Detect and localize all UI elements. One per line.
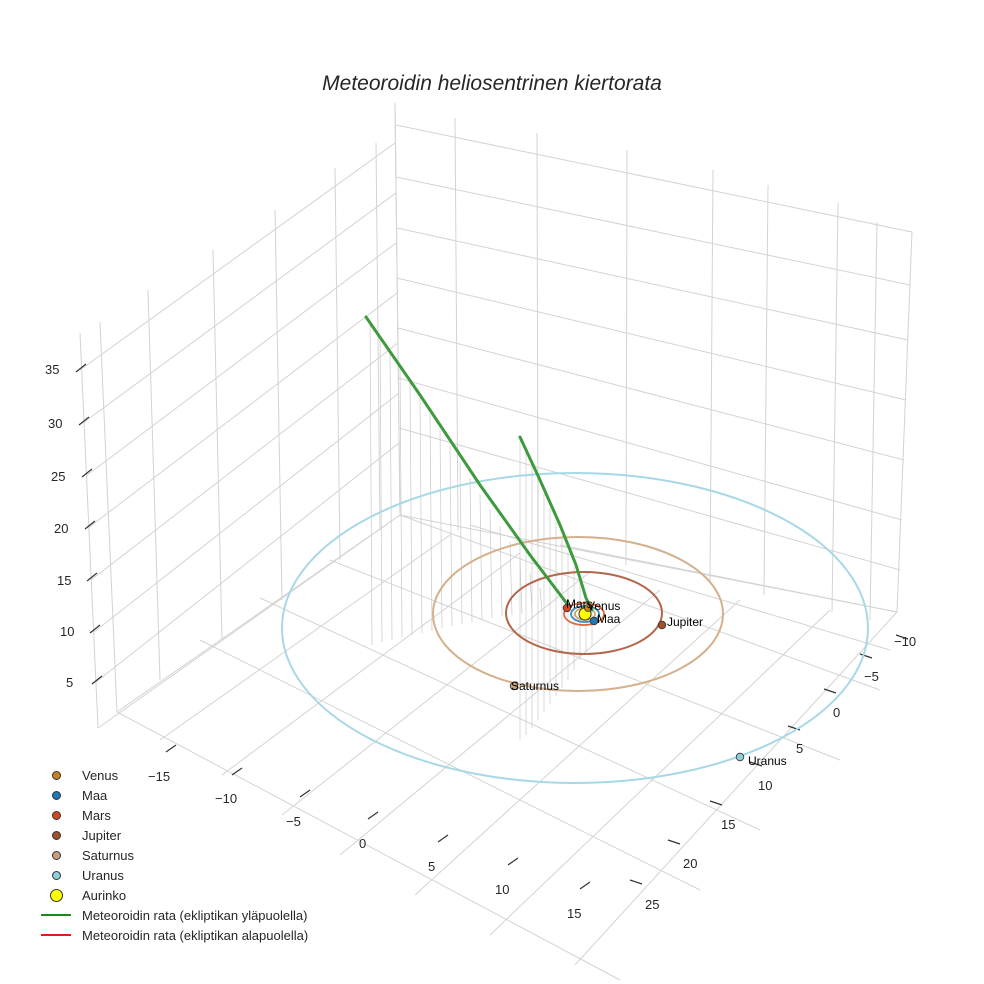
z-tick: 15 [57,573,71,588]
y-tick: 15 [721,817,735,832]
chart-title: Meteoroidin heliosentrinen kiertorata [322,72,662,95]
z-axis-labels: 35 30 25 20 15 10 5 [45,362,74,690]
uranus-orbit [281,472,869,784]
legend-item-maa[interactable]: Maa [36,785,308,805]
orbits [281,472,869,784]
maa-marker [589,616,599,626]
green-line-icon [41,914,71,916]
venus-dot-icon [51,770,61,780]
y-axis-labels: −10 −5 0 5 10 15 20 25 [645,634,916,912]
y-tick: 20 [683,856,697,871]
legend-item-track-below[interactable]: Meteoroidin rata (ekliptikan alapuolella… [36,925,308,945]
saturnus-orbit [432,536,724,692]
z-tick: 20 [54,521,68,536]
x-tick: −5 [286,814,301,829]
saturnus-dot-icon [51,850,61,860]
maa-dot-icon [51,790,61,800]
legend-item-aurinko[interactable]: Aurinko [36,885,308,905]
legend-item-jupiter[interactable]: Jupiter [36,825,308,845]
venus-marker [584,604,592,612]
drop-lines [369,319,593,740]
z-tick: 35 [45,362,59,377]
x-tick: 5 [428,859,435,874]
maa-label: Maa [597,612,621,626]
z-tick: 30 [48,416,62,431]
axis-ticks [75,363,909,890]
uranus-dot-icon [51,870,61,880]
legend-item-venus[interactable]: Venus [36,765,308,785]
y-tick: −5 [864,669,879,684]
legend-item-saturnus[interactable]: Saturnus [36,845,308,865]
saturnus-label: Saturnus [511,679,559,693]
grid-walls [79,102,913,981]
x-tick: 0 [359,836,366,851]
y-tick: 5 [796,741,803,756]
y-tick: 25 [645,897,659,912]
mars-marker [562,603,572,613]
y-tick: 10 [758,778,772,793]
venus-label: Venus [587,599,620,613]
sun-dot-icon [49,888,63,902]
legend: Venus Maa Mars Jupiter Saturnus Uranus A… [36,765,308,945]
uranus-label: Uranus [748,754,787,768]
jupiter-orbit [505,571,663,655]
z-tick: 25 [51,469,65,484]
red-line-icon [41,934,71,936]
uranus-marker [735,752,745,762]
mars-label: Mars [566,597,593,611]
legend-item-mars[interactable]: Mars [36,805,308,825]
saturnus-marker [509,681,519,691]
mars-dot-icon [51,810,61,820]
x-tick: 10 [495,882,509,897]
bodies: Mars Venus Maa Jupiter Saturnus Uranus [509,597,787,768]
x-tick: −10 [215,791,237,806]
jupiter-marker [657,620,667,630]
y-tick: 0 [833,705,840,720]
z-tick: 10 [60,624,74,639]
z-tick: 5 [66,675,73,690]
x-tick: 15 [567,906,581,921]
legend-item-uranus[interactable]: Uranus [36,865,308,885]
meteoroid-track-above [364,315,594,612]
jupiter-label: Jupiter [667,615,703,629]
y-tick: −10 [894,634,916,649]
jupiter-dot-icon [51,830,61,840]
mars-orbit [563,602,605,626]
x-tick: −15 [148,769,170,784]
x-axis-labels: −15 −10 −5 0 5 10 15 [148,769,581,921]
legend-item-track-above[interactable]: Meteoroidin rata (ekliptikan yläpuolella… [36,905,308,925]
